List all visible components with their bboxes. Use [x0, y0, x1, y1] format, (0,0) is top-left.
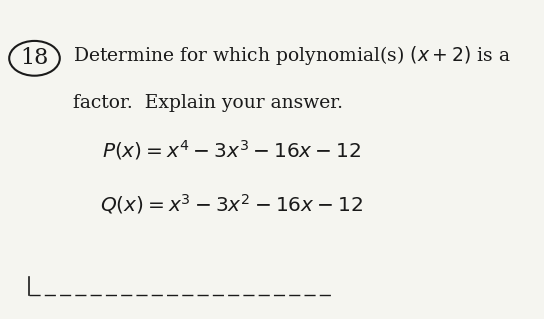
Text: factor.  Explain your answer.: factor. Explain your answer. [73, 93, 343, 112]
Text: 18: 18 [20, 47, 49, 69]
Text: $Q(x) = x^3 - 3x^2 - 16x - 12$: $Q(x) = x^3 - 3x^2 - 16x - 12$ [100, 192, 363, 216]
Text: $P(x) = x^4 - 3x^3 - 16x - 12$: $P(x) = x^4 - 3x^3 - 16x - 12$ [102, 138, 361, 162]
Text: Determine for which polynomial(s) $(x+2)$ is a: Determine for which polynomial(s) $(x+2)… [73, 44, 510, 67]
